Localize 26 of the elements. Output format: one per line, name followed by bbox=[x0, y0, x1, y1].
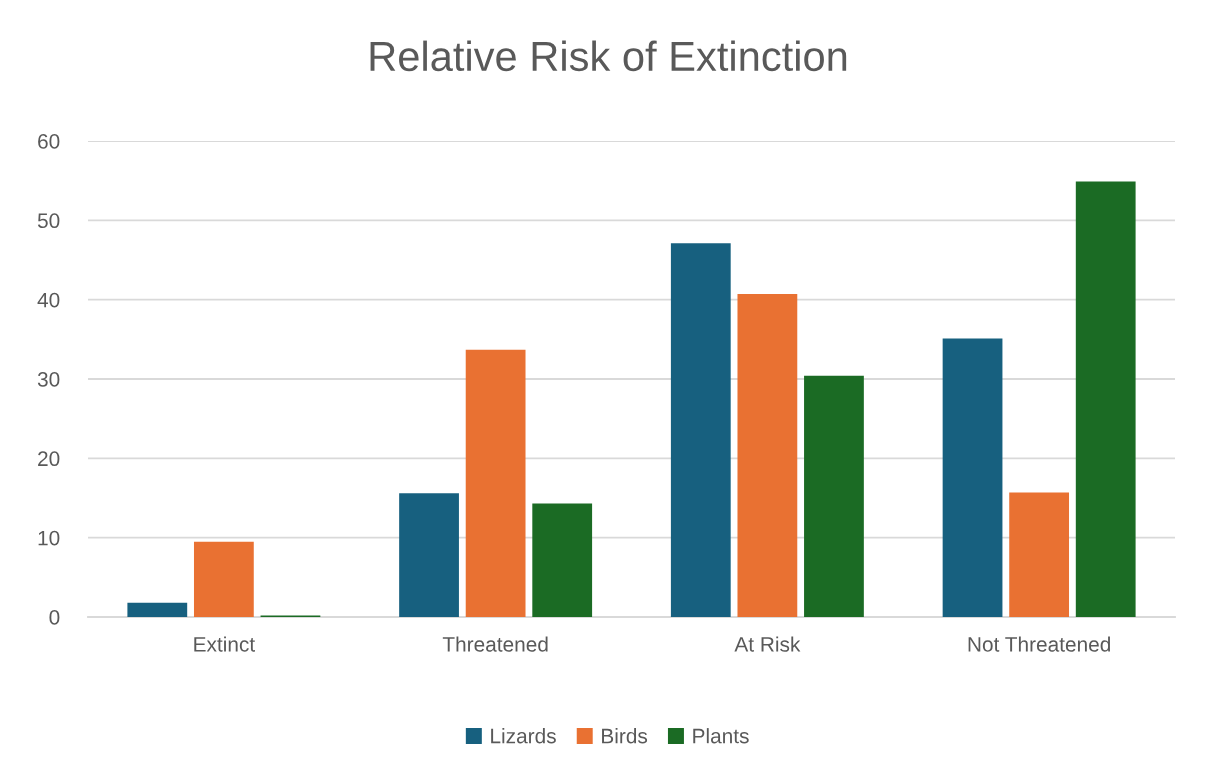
bar bbox=[1075, 181, 1136, 617]
y-tick-label: 50 bbox=[37, 213, 60, 229]
x-tick-label: Extinct bbox=[194, 636, 255, 652]
chart-title: Relative Risk of Extinction bbox=[370, 40, 847, 72]
y-tick-label: 10 bbox=[38, 530, 60, 546]
bar bbox=[942, 338, 1003, 617]
bar bbox=[670, 243, 731, 617]
bar bbox=[399, 493, 459, 617]
y-tick-label: 0 bbox=[49, 610, 60, 625]
y-tick-label: 20 bbox=[38, 451, 60, 467]
y-tick-label: 40 bbox=[37, 292, 60, 308]
legend-label: Plants bbox=[693, 728, 749, 744]
x-tick-label: At Risk bbox=[734, 636, 801, 652]
x-tick-label: Not Threatened bbox=[968, 636, 1110, 652]
bar bbox=[532, 503, 593, 617]
x-tick-label: Threatened bbox=[442, 636, 548, 652]
bar bbox=[127, 602, 188, 617]
y-tick-label: 30 bbox=[37, 372, 60, 387]
bar bbox=[193, 541, 254, 617]
bar bbox=[1009, 492, 1070, 617]
bar bbox=[804, 375, 864, 617]
bar bbox=[737, 294, 798, 617]
bar bbox=[465, 349, 526, 617]
legend-label: Birds bbox=[602, 728, 648, 744]
legend-label: Lizards bbox=[491, 728, 556, 744]
y-tick-label: 60 bbox=[38, 134, 60, 149]
